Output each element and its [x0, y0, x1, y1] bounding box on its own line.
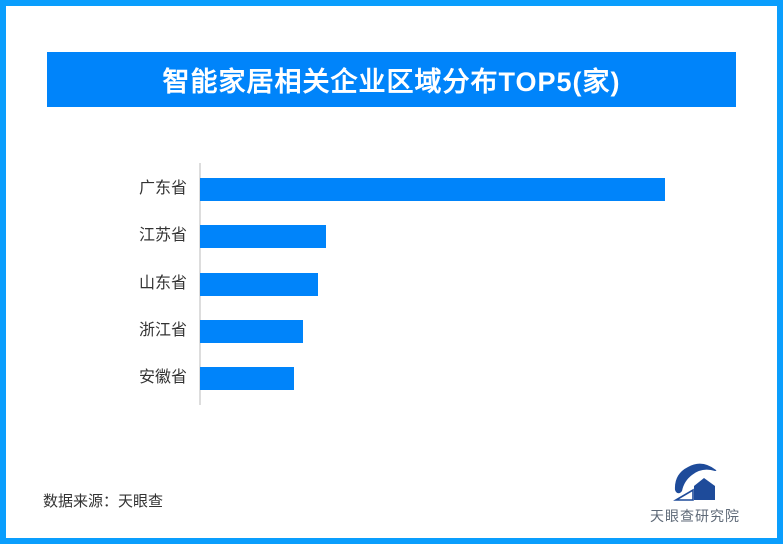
bar — [200, 272, 318, 296]
bar — [200, 224, 326, 248]
bar — [200, 319, 303, 343]
category-label: 广东省 — [138, 180, 187, 197]
chart-row: 安徽省 — [6, 366, 294, 390]
chart-row: 江苏省 — [6, 224, 326, 248]
bar — [200, 366, 294, 390]
chart-title-banner: 智能家居相关企业区域分布TOP5(家) — [47, 52, 736, 107]
bar-chart: 广东省江苏省山东省浙江省安徽省 — [6, 163, 777, 415]
tianyancha-logo-icon — [673, 463, 717, 501]
category-label: 浙江省 — [138, 322, 187, 339]
category-label: 安徽省 — [138, 369, 187, 386]
category-label: 江苏省 — [138, 227, 187, 244]
tianyancha-logo: 天眼查研究院 — [639, 461, 751, 526]
category-label: 山东省 — [138, 275, 187, 292]
tianyancha-logo-label: 天眼查研究院 — [650, 508, 740, 524]
bar — [200, 177, 665, 201]
chart-row: 广东省 — [6, 177, 665, 201]
chart-title: 智能家居相关企业区域分布TOP5(家) — [162, 67, 621, 97]
data-source-text: 数据来源：天眼查 — [43, 493, 164, 510]
chart-row: 山东省 — [6, 272, 318, 296]
chart-row: 浙江省 — [6, 319, 303, 343]
